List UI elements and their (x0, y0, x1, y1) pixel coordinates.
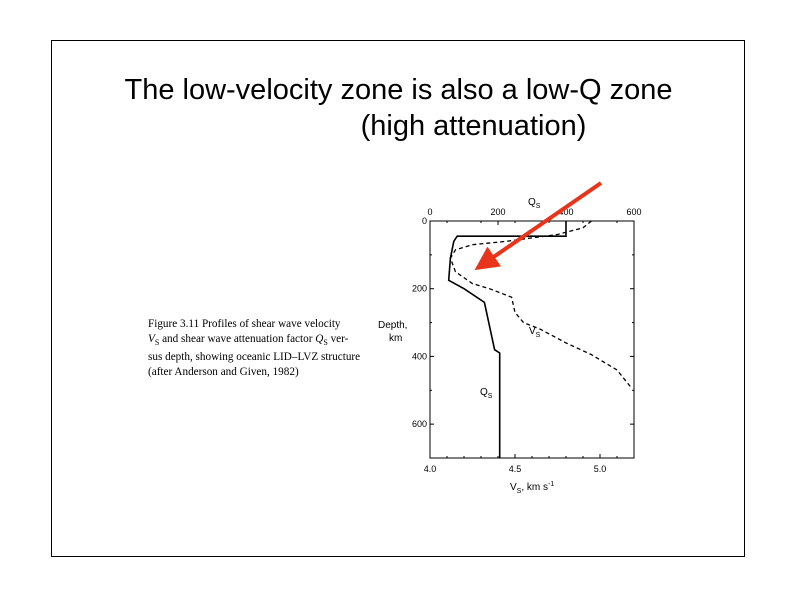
bottom-axis-ticks: 4.0 4.5 5.0 (424, 454, 635, 474)
caption-line-3: sus depth, showing oceanic LID–LVZ struc… (148, 351, 361, 364)
caption-line-1: Figure 3.11 Profiles of shear wave veloc… (148, 318, 341, 330)
bottom-tick-label-1: 4.5 (509, 464, 522, 474)
bottom-tick-label-2: 5.0 (594, 464, 607, 474)
depth-axis-ticks: 0 200 400 600 (412, 216, 634, 429)
annotation-arrow (474, 181, 603, 271)
series-vs-label: VS (529, 326, 541, 339)
top-axis-title: QS (528, 197, 541, 210)
plot-frame (429, 220, 635, 459)
bottom-tick-label-0: 4.0 (424, 464, 437, 474)
top-tick-label-3: 600 (626, 207, 641, 217)
slide-title-line1: The low-velocity zone is also a low-Q zo… (124, 74, 673, 106)
bottom-axis-title: VS, km s-1 (510, 481, 554, 495)
caption-line-4: (after Anderson and Given, 1982) (148, 366, 299, 379)
slide-frame (51, 40, 745, 557)
depth-tick-label-2: 400 (412, 351, 427, 361)
series-qs-label: QS (480, 387, 493, 400)
depth-axis-title-line2: km (389, 333, 402, 344)
series-vs-line (449, 220, 632, 388)
series-qs-line (447, 221, 567, 458)
figure-caption: Figure 3.11 Profiles of shear wave veloc… (148, 317, 366, 380)
top-axis-ticks: 0 200 400 600 (427, 207, 642, 225)
top-tick-label-0: 0 (427, 207, 432, 217)
depth-tick-label-1: 200 (412, 284, 427, 294)
top-tick-label-1: 200 (490, 207, 505, 217)
depth-tick-label-3: 600 (412, 419, 427, 429)
slide-title-line2: (high attenuation) (360, 110, 587, 142)
depth-axis-title-line1: Depth, (378, 320, 407, 331)
depth-tick-label-0: 0 (422, 216, 427, 226)
top-tick-label-2: 400 (558, 207, 573, 217)
caption-line-2: VS and shear wave attenuation factor QS … (148, 333, 349, 348)
